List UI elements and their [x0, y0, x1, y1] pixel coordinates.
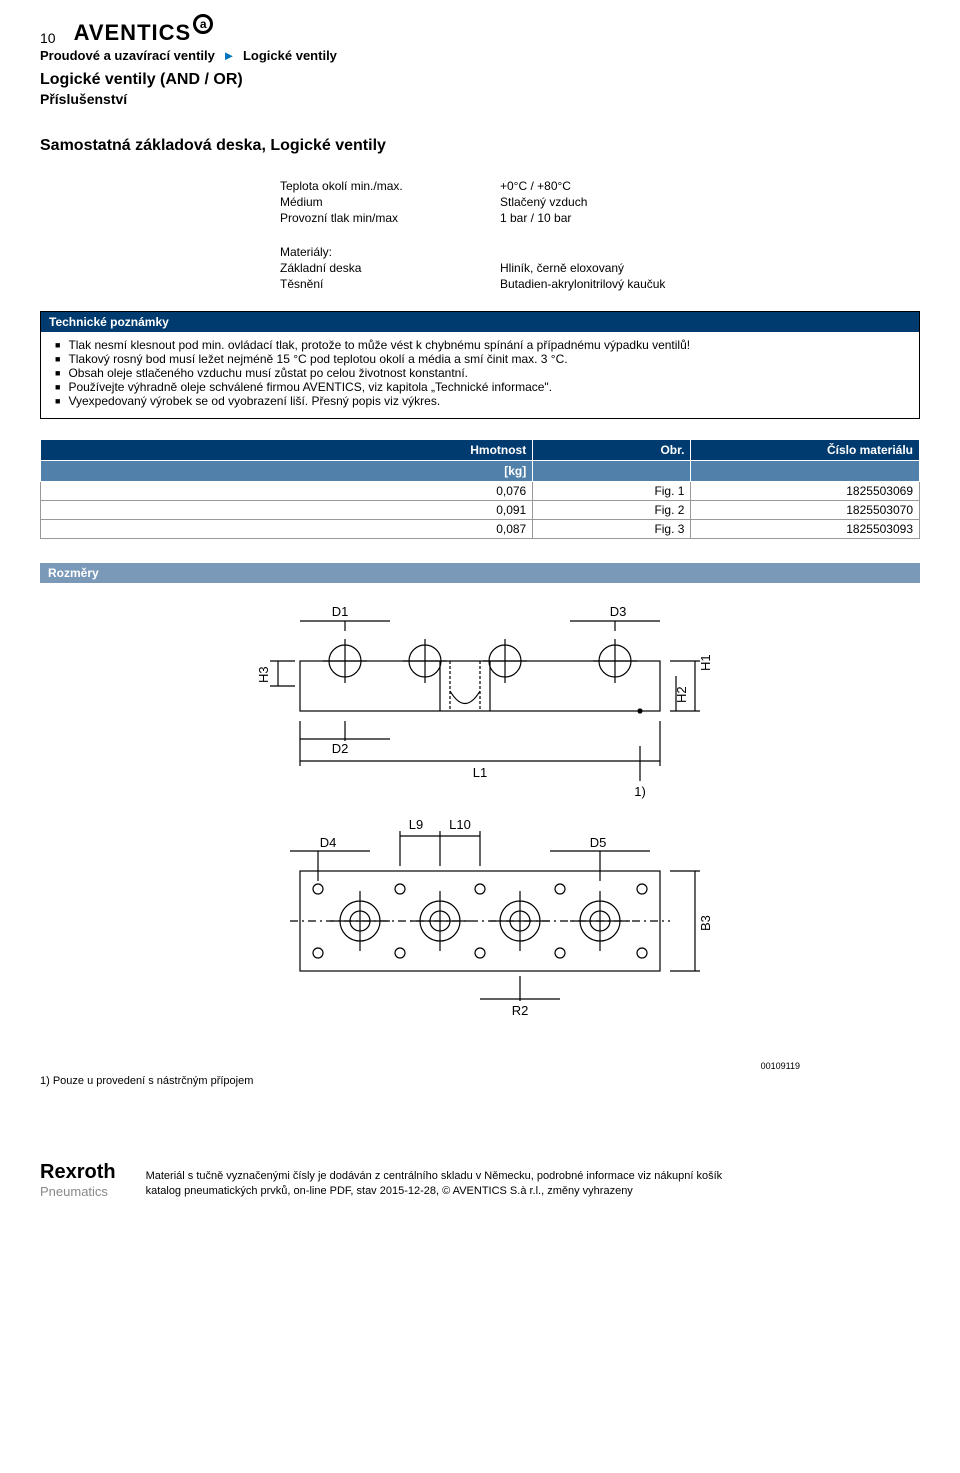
spec-val: Stlačený vzduch — [500, 195, 587, 209]
tech-note: Vyexpedovaný výrobek se od vyobrazení li… — [55, 394, 911, 408]
tech-note: Obsah oleje stlačeného vzduchu musí zůst… — [55, 366, 911, 380]
th-mat: Číslo materiálu — [691, 440, 920, 461]
spec-key: Teplota okolí min./max. — [280, 179, 500, 193]
cell-obr: Fig. 1 — [533, 482, 691, 501]
spec-key: Těsnění — [280, 277, 500, 291]
svg-text:D1: D1 — [332, 604, 349, 619]
spec-val: Butadien-akrylonitrilový kaučuk — [500, 277, 665, 291]
spec-key: Základní deska — [280, 261, 500, 275]
th-empty — [691, 461, 920, 482]
weight-table: Hmotnost Obr. Číslo materiálu [kg] 0,076… — [40, 439, 920, 539]
tech-note: Tlak nesmí klesnout pod min. ovládací tl… — [55, 338, 911, 352]
block-title: Samostatná základová deska, Logické vent… — [40, 137, 920, 155]
tech-notes-list: Tlak nesmí klesnout pod min. ovládací tl… — [49, 338, 911, 408]
footnote: 1) Pouze u provedení s nástrčným přípoje… — [40, 1075, 920, 1087]
tech-notes-box: Technické poznámky Tlak nesmí klesnout p… — [40, 311, 920, 419]
cell-hm: 0,091 — [41, 501, 533, 520]
cell-mat: 1825503070 — [691, 501, 920, 520]
spec-block-2: Materiály: Základní deskaHliník, černě e… — [280, 245, 920, 291]
svg-text:L10: L10 — [449, 817, 471, 832]
spec-val: +0°C / +80°C — [500, 179, 571, 193]
svg-text:H3: H3 — [256, 666, 271, 683]
spec-row: Provozní tlak min/max1 bar / 10 bar — [280, 211, 920, 225]
svg-text:D3: D3 — [610, 604, 627, 619]
footer-text: Materiál s tučně vyznačenými čísly je do… — [146, 1169, 723, 1199]
tech-notes-head: Technické poznámky — [41, 312, 919, 332]
rexroth-logo: Rexroth Pneumatics — [40, 1161, 116, 1199]
svg-text:L1: L1 — [473, 765, 487, 780]
page-number: 10 — [40, 30, 56, 46]
th-obr: Obr. — [533, 440, 691, 461]
cell-mat: 1825503093 — [691, 520, 920, 539]
section-title: Logické ventily (AND / OR) — [40, 71, 920, 89]
brand-mark-icon: a — [193, 14, 213, 34]
svg-text:H2: H2 — [674, 686, 689, 703]
footer-line-1: Materiál s tučně vyznačenými čísly je do… — [146, 1169, 723, 1184]
svg-text:B3: B3 — [698, 915, 713, 931]
footer-line-2: katalog pneumatických prvků, on-line PDF… — [146, 1184, 723, 1199]
section-subtitle: Příslušenství — [40, 91, 920, 107]
th-empty — [533, 461, 691, 482]
breadcrumb-a: Proudové a uzavírací ventily — [40, 48, 215, 63]
spec-val: 1 bar / 10 bar — [500, 211, 571, 225]
svg-text:D2: D2 — [332, 741, 349, 756]
pneumatics-text: Pneumatics — [40, 1184, 116, 1199]
brand-text: AVENTICS — [74, 20, 192, 46]
rexroth-text: Rexroth — [40, 1161, 116, 1184]
spec-row: Teplota okolí min./max.+0°C / +80°C — [280, 179, 920, 193]
svg-text:D4: D4 — [320, 835, 337, 850]
breadcrumb-b: Logické ventily — [243, 48, 337, 63]
svg-text:D5: D5 — [590, 835, 607, 850]
diagram-container: D1 D3 H1 H2 H3 D2 L1 1) L9 L10 D4 D5 B3 … — [40, 591, 920, 1051]
table-row: 0,087Fig. 31825503093 — [41, 520, 920, 539]
spec-row: Základní deskaHliník, černě eloxovaný — [280, 261, 920, 275]
table-row: 0,091Fig. 21825503070 — [41, 501, 920, 520]
dims-head: Rozměry — [40, 563, 920, 583]
brand-logo: AVENTICS a — [74, 20, 214, 46]
dimension-diagram-icon: D1 D3 H1 H2 H3 D2 L1 1) L9 L10 D4 D5 B3 … — [200, 591, 760, 1051]
spec-key: Provozní tlak min/max — [280, 211, 500, 225]
svg-text:L9: L9 — [409, 817, 423, 832]
cell-mat: 1825503069 — [691, 482, 920, 501]
cell-hm: 0,087 — [41, 520, 533, 539]
page-footer: Rexroth Pneumatics Materiál s tučně vyzn… — [40, 1147, 920, 1199]
cell-obr: Fig. 2 — [533, 501, 691, 520]
tech-note: Tlakový rosný bod musí ležet nejméně 15 … — [55, 352, 911, 366]
svg-text:H1: H1 — [698, 654, 713, 671]
svg-text:R2: R2 — [512, 1003, 529, 1018]
svg-text:1): 1) — [634, 784, 646, 799]
breadcrumb: Proudové a uzavírací ventily ► Logické v… — [40, 48, 920, 63]
tech-note: Používejte výhradně oleje schválené firm… — [55, 380, 911, 394]
spec-row: TěsněníButadien-akrylonitrilový kaučuk — [280, 277, 920, 291]
spec-block-1: Teplota okolí min./max.+0°C / +80°C Médi… — [280, 179, 920, 225]
spec-head-label: Materiály: — [280, 245, 500, 259]
cell-obr: Fig. 3 — [533, 520, 691, 539]
cell-hm: 0,076 — [41, 482, 533, 501]
table-row: 0,076Fig. 11825503069 — [41, 482, 920, 501]
spec-row: MédiumStlačený vzduch — [280, 195, 920, 209]
breadcrumb-sep-icon: ► — [222, 48, 235, 63]
spec-key: Médium — [280, 195, 500, 209]
spec-val: Hliník, černě eloxovaný — [500, 261, 624, 275]
th-hmotnost: Hmotnost — [41, 440, 533, 461]
diagram-id: 00109119 — [40, 1061, 920, 1071]
spec-head: Materiály: — [280, 245, 920, 259]
th-kg: [kg] — [41, 461, 533, 482]
